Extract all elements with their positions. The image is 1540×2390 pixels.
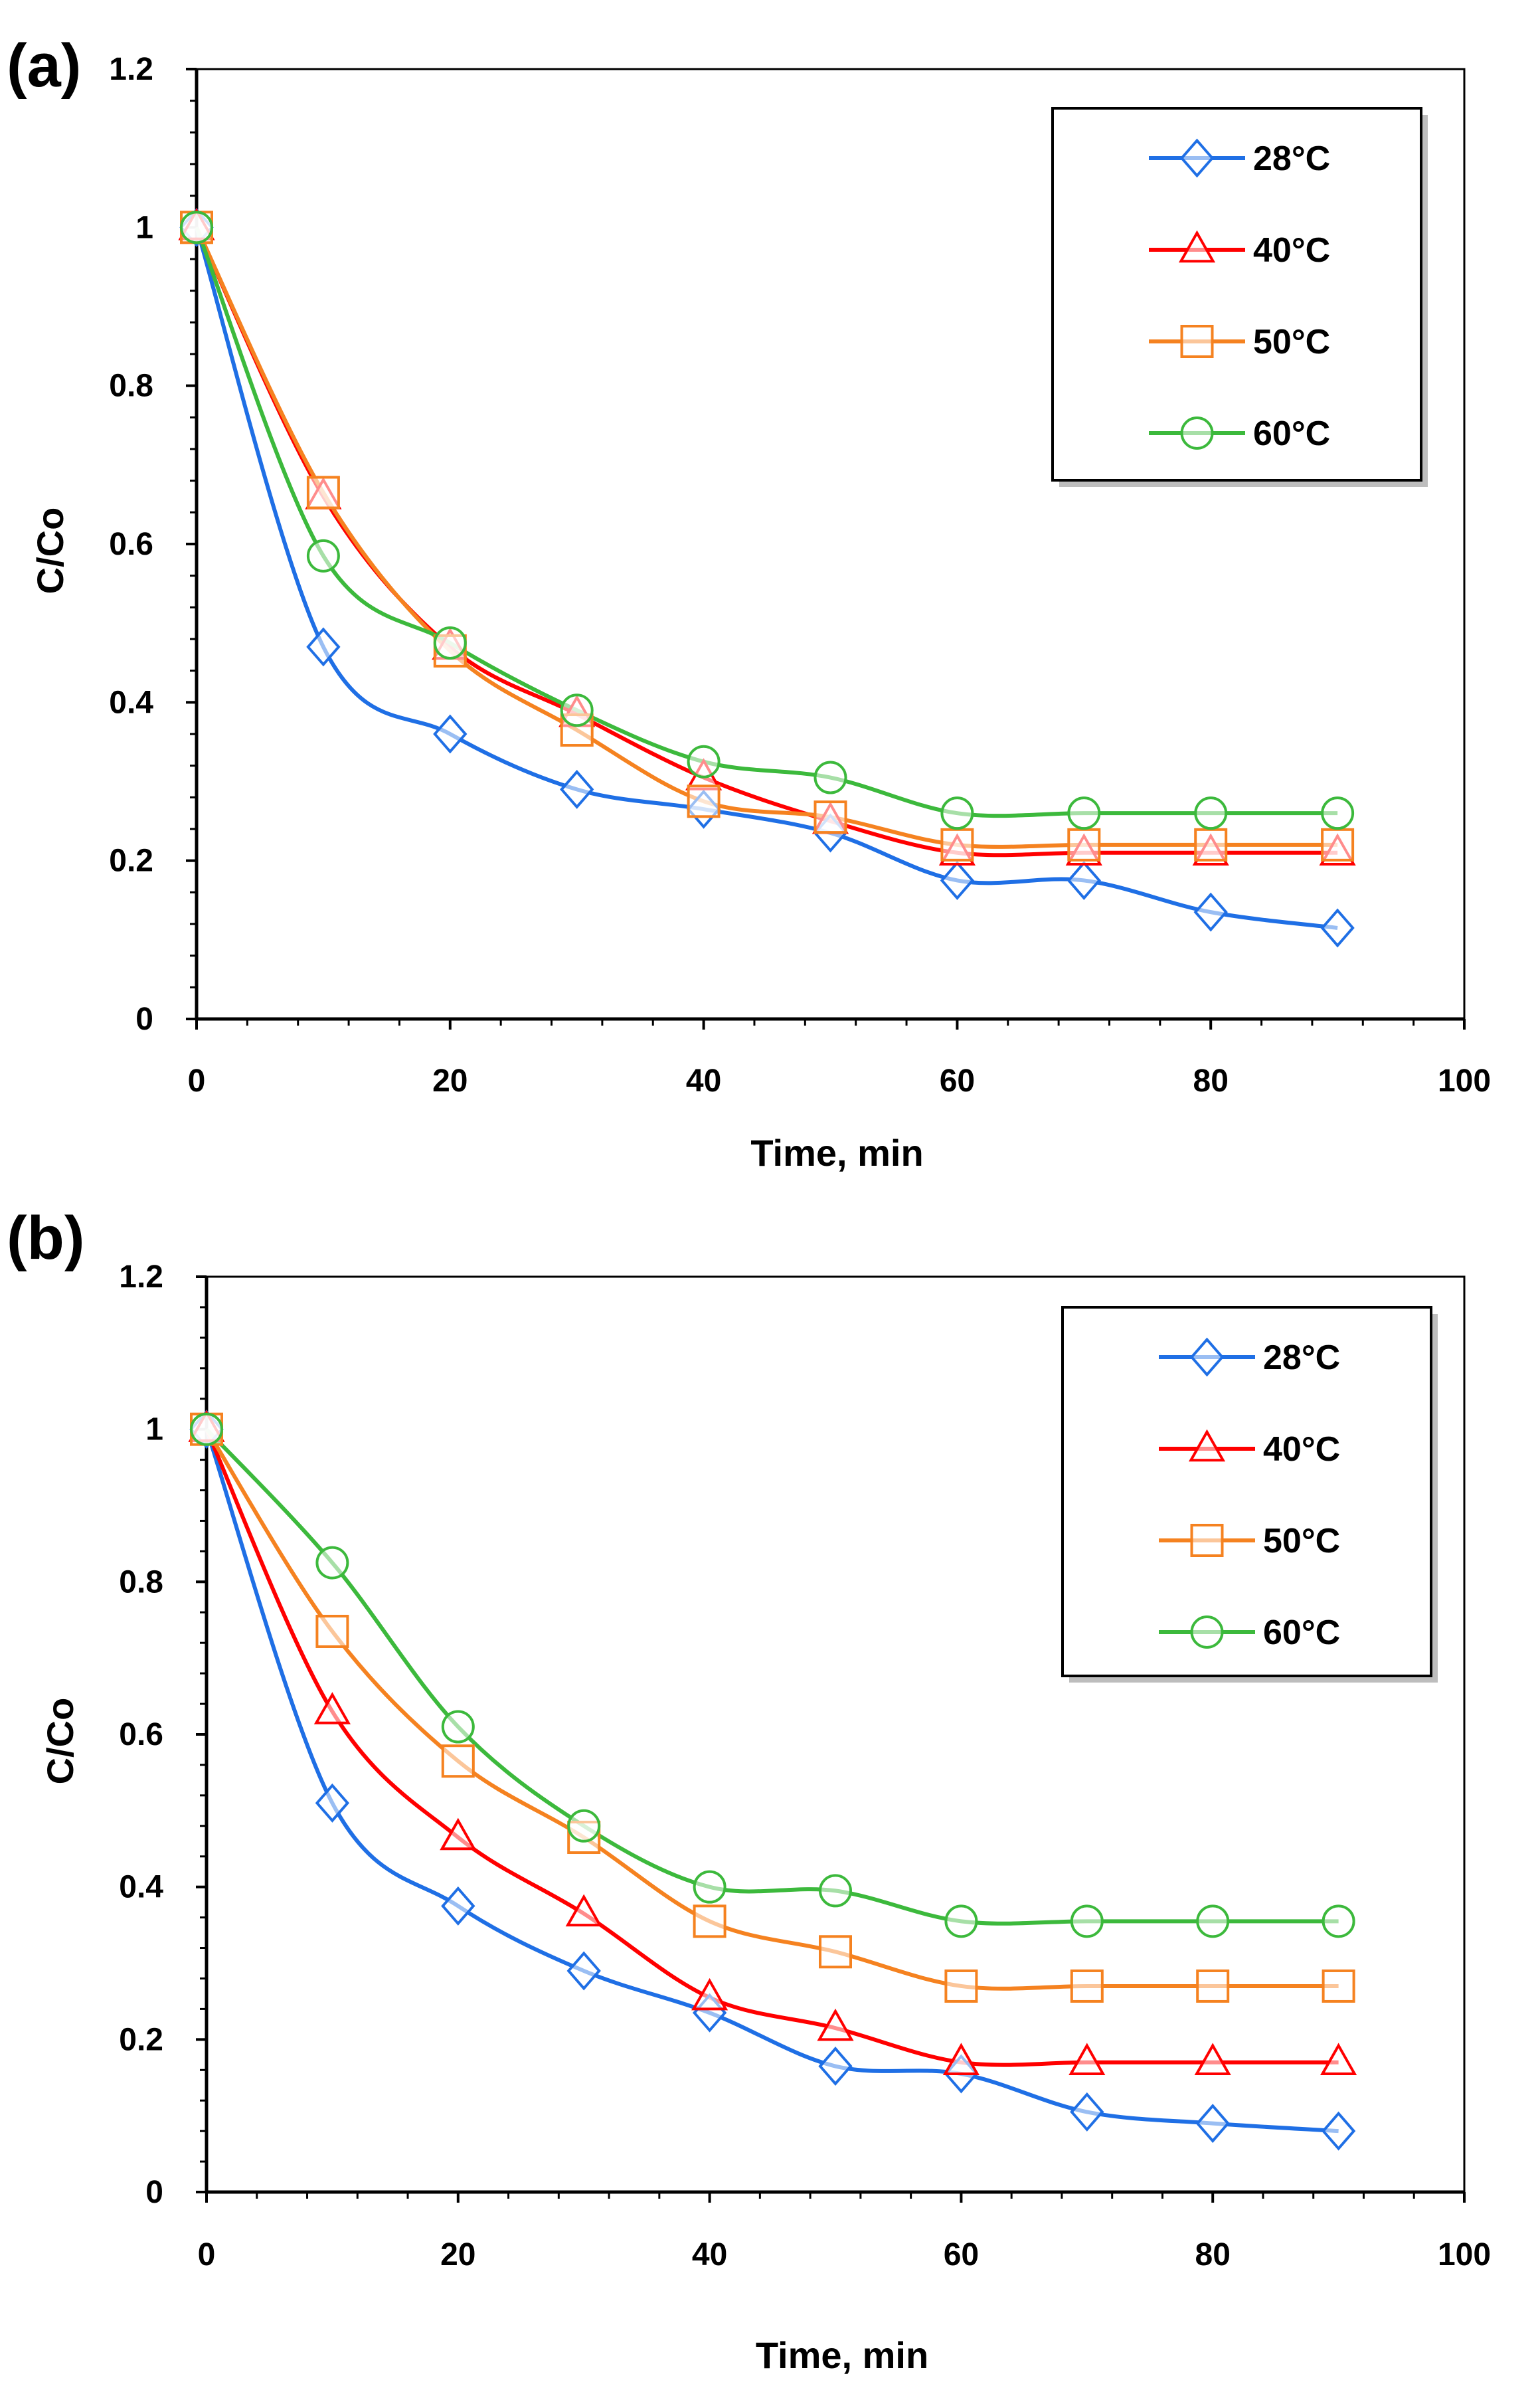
data-point-3-0 (181, 212, 212, 242)
data-point-3-5 (815, 763, 846, 793)
legend-marker-3 (1182, 418, 1213, 448)
x-tick-label: 60 (940, 1063, 975, 1099)
legend-label-1: 40°C (1253, 231, 1330, 270)
y-axis-title: C/Co (39, 1698, 81, 1785)
data-point-3-0 (191, 1414, 222, 1445)
data-point-2-1 (308, 478, 339, 508)
x-tick-label: 60 (944, 2237, 979, 2272)
x-axis-title: Time, min (750, 1132, 923, 1174)
y-tick-label: 1 (135, 210, 153, 245)
legend-box (1063, 1307, 1431, 1676)
data-point-2-4 (695, 1906, 725, 1936)
legend-marker-3 (1192, 1617, 1223, 1647)
x-tick-label: 0 (198, 2237, 216, 2272)
x-axis-title: Time, min (756, 2334, 928, 2376)
x-tick-label: 100 (1438, 2237, 1491, 2272)
y-tick-label: 0 (135, 1002, 153, 1037)
data-point-2-6 (942, 830, 972, 860)
data-point-3-3 (562, 695, 592, 725)
y-tick-label: 0.2 (119, 2022, 163, 2057)
y-tick-label: 0.8 (119, 1564, 163, 1600)
legend-label-3: 60°C (1263, 1613, 1340, 1652)
x-tick-label: 40 (692, 2237, 727, 2272)
data-point-3-5 (820, 1875, 851, 1906)
legend-marker-2 (1192, 1525, 1223, 1556)
data-point-2-7 (1072, 1971, 1102, 2001)
figure: 00.20.40.60.811.20 20 40 60 80 100Time, minC/… (0, 0, 1540, 2390)
data-point-3-4 (689, 747, 719, 777)
data-point-3-1 (317, 1548, 347, 1578)
legend-label-0: 28°C (1263, 1338, 1340, 1377)
x-tick-label: 20 (432, 1063, 468, 1099)
data-point-2-9 (1322, 830, 1353, 860)
legend-box (1053, 108, 1421, 480)
data-point-2-5 (815, 802, 846, 832)
data-point-3-8 (1195, 798, 1226, 828)
y-tick-label: 0 (145, 2175, 163, 2210)
data-point-3-2 (435, 628, 466, 658)
data-point-2-9 (1324, 1971, 1354, 2001)
data-point-2-4 (689, 786, 719, 816)
legend-label-2: 50°C (1253, 323, 1330, 361)
data-point-3-7 (1069, 798, 1099, 828)
legend-label-3: 60°C (1253, 414, 1330, 453)
legend-label-0: 28°C (1253, 139, 1330, 178)
data-point-2-1 (317, 1616, 347, 1647)
data-point-3-1 (308, 541, 339, 571)
data-point-3-8 (1197, 1906, 1228, 1936)
data-point-2-7 (1069, 830, 1099, 860)
y-tick-label: 0.6 (109, 527, 153, 562)
y-tick-label: 1.2 (119, 1259, 163, 1295)
data-point-3-4 (695, 1872, 725, 1902)
data-point-3-9 (1322, 798, 1353, 828)
legend-marker-2 (1182, 326, 1213, 357)
data-point-3-3 (568, 1811, 599, 1841)
data-point-3-2 (443, 1712, 473, 1742)
data-point-3-6 (946, 1906, 976, 1936)
x-tick-label: 20 (440, 2237, 475, 2272)
y-axis-title: C/Co (29, 507, 71, 595)
data-point-2-6 (946, 1971, 976, 2001)
x-tick-label: 80 (1195, 2237, 1231, 2272)
y-tick-label: 0.8 (109, 369, 153, 404)
legend-label-2: 50°C (1263, 1522, 1340, 1560)
panel-label: (a) (7, 32, 81, 100)
data-point-3-6 (942, 798, 972, 828)
y-tick-label: 1 (145, 1412, 163, 1447)
data-point-2-8 (1197, 1971, 1228, 2001)
x-tick-label: 100 (1438, 1063, 1491, 1099)
x-tick-label: 80 (1193, 1063, 1229, 1099)
y-tick-label: 0.4 (119, 1870, 163, 1905)
data-point-2-2 (443, 1746, 473, 1776)
x-tick-label: 40 (686, 1063, 721, 1099)
y-tick-label: 0.4 (109, 685, 153, 720)
y-tick-label: 1.2 (109, 52, 153, 87)
data-point-3-9 (1324, 1906, 1354, 1936)
data-point-2-8 (1195, 830, 1226, 860)
x-tick-label: 0 (188, 1063, 206, 1099)
data-point-3-7 (1072, 1906, 1102, 1936)
data-point-2-5 (820, 1936, 851, 1967)
panel-label: (b) (7, 1204, 84, 1272)
y-tick-label: 0.2 (109, 844, 153, 879)
legend-label-1: 40°C (1263, 1430, 1340, 1469)
y-tick-label: 0.6 (119, 1717, 163, 1752)
